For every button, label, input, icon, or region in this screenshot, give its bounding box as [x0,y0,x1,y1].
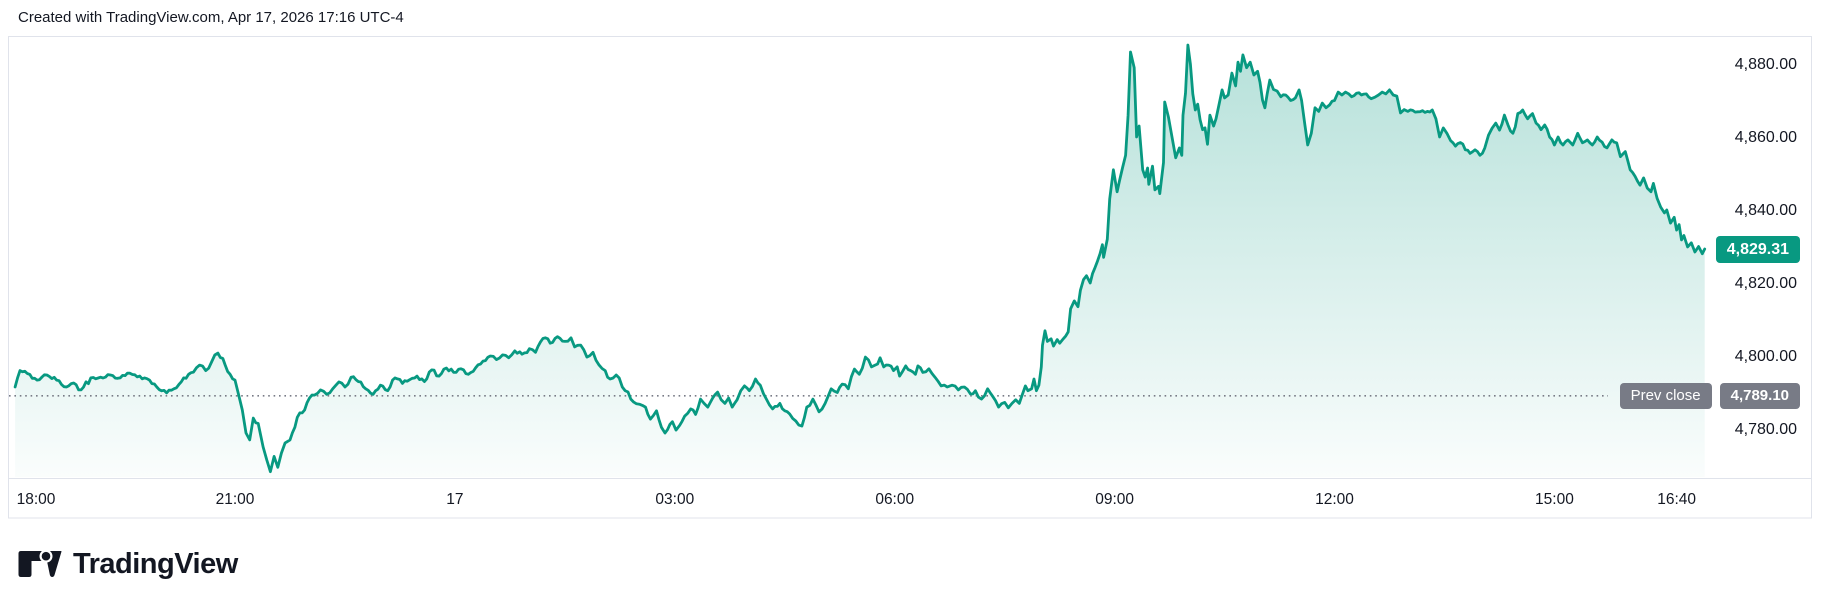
price-line-series [13,43,1707,474]
time-tick-label: 16:40 [1657,491,1697,508]
last-price-badge: 4,829.31 [1715,235,1800,263]
time-tick-label: 17 [446,491,464,508]
time-tick-label: 15:00 [1535,491,1574,508]
time-tick-label: 12:00 [1315,491,1354,508]
time-tick-label: 21:00 [215,491,255,508]
chart-border [8,36,1812,519]
price-tick-label: 4,840.00 [1734,201,1797,219]
price-tick-label: 4,860.00 [1734,128,1797,146]
time-tick-label: 06:00 [875,491,915,508]
price-tick-label: 4,820.00 [1734,274,1797,292]
tradingview-logo-icon [18,550,62,577]
time-tick-label: 09:00 [1095,491,1135,508]
tradingview-wordmark: TradingView [73,548,238,580]
prev-close-value: 4,789.10 [1719,382,1800,409]
area-fill [15,45,1705,477]
tradingview-logo[interactable]: TradingView [18,548,238,580]
price-tick-label: 4,800.00 [1734,347,1797,365]
price-tick-label: 4,880.00 [1734,55,1797,73]
price-tick-label: 4,780.00 [1734,420,1797,438]
prev-close-badge-group: Prev close 4,789.10 [1619,382,1800,409]
time-tick-label: 18:00 [16,491,56,508]
prev-close-label: Prev close [1619,382,1712,409]
attribution-text: Created with TradingView.com, Apr 17, 20… [18,9,404,26]
last-price-value: 4,829.31 [1726,240,1789,258]
time-tick-label: 03:00 [655,491,695,508]
